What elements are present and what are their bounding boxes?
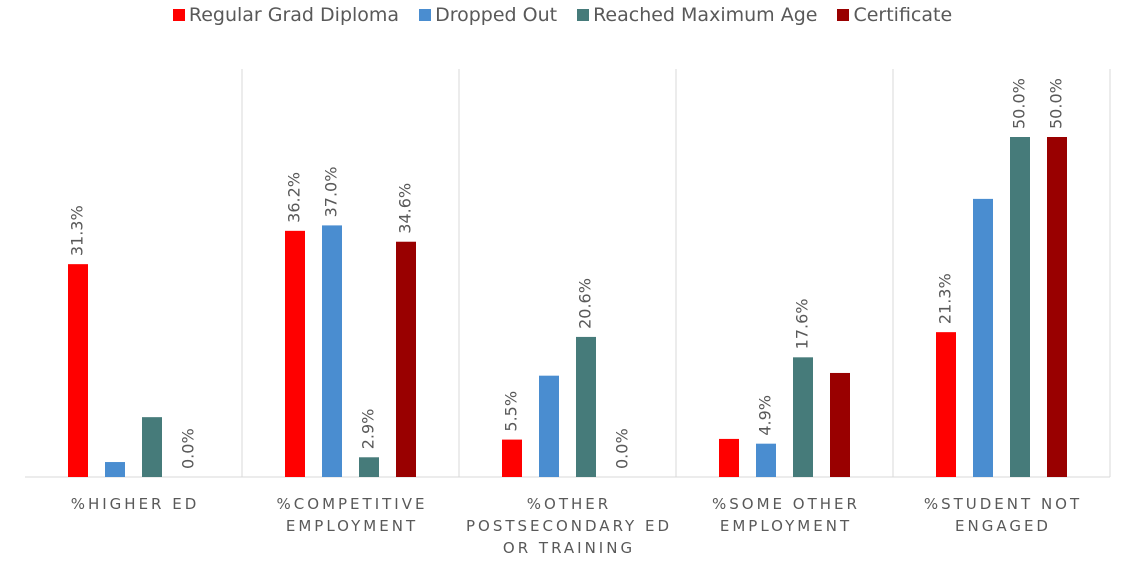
data-label: 21.3% (936, 273, 955, 324)
legend-label: Reached Maximum Age (593, 4, 818, 26)
data-label: 34.6% (396, 183, 415, 234)
data-label: 0.0% (179, 428, 198, 469)
bar (502, 439, 522, 477)
data-label: 0.0% (613, 428, 632, 469)
legend-swatch (837, 9, 850, 21)
legend: Regular Grad Diploma Dropped Out Reached M… (0, 4, 1125, 26)
legend-swatch (419, 9, 432, 21)
bar (68, 264, 88, 477)
legend-label: Certificate (853, 4, 953, 26)
legend-swatch (577, 9, 590, 21)
data-label: 5.5% (502, 391, 521, 432)
x-tick-label: %OTHER POSTSECONDARY ED OR TRAINING (465, 495, 672, 557)
data-label: 50.0% (1047, 78, 1066, 129)
legend-swatch (172, 9, 185, 21)
x-tick-label: %SOME OTHER EMPLOYMENT (712, 495, 860, 535)
data-label: 17.6% (793, 298, 812, 349)
data-label: 31.3% (68, 205, 87, 256)
bar (396, 241, 416, 477)
bar (539, 375, 559, 477)
data-label: 50.0% (1010, 78, 1029, 129)
data-label: 2.9% (359, 409, 378, 450)
x-tick-label: %STUDENT NOT ENGAGED (923, 495, 1083, 535)
bar (793, 357, 813, 477)
legend-item: Dropped Out (419, 4, 557, 26)
bar (359, 457, 379, 477)
legend-label: Regular Grad Diploma (188, 4, 400, 26)
data-label: 4.9% (756, 395, 775, 436)
bar (1010, 137, 1030, 477)
bar (576, 336, 596, 477)
bar (1047, 137, 1067, 477)
x-tick-label: %HIGHER ED (70, 495, 200, 513)
data-label: 37.0% (322, 167, 341, 218)
bar (322, 225, 342, 477)
bar (142, 417, 162, 477)
bar (756, 443, 776, 477)
data-label: 36.2% (285, 172, 304, 223)
legend-label: Dropped Out (435, 4, 558, 26)
x-tick-label: %COMPETITIVE EMPLOYMENT (276, 495, 428, 535)
data-label: 20.6% (576, 278, 595, 329)
bar (285, 230, 305, 477)
bar (973, 198, 993, 477)
bar (830, 372, 850, 477)
bar (105, 462, 125, 477)
legend-item: Certificate (837, 4, 952, 26)
bar (719, 438, 739, 477)
legend-item: Reached Maximum Age (577, 4, 817, 26)
legend-item: Regular Grad Diploma (172, 4, 400, 26)
bar (936, 332, 956, 477)
